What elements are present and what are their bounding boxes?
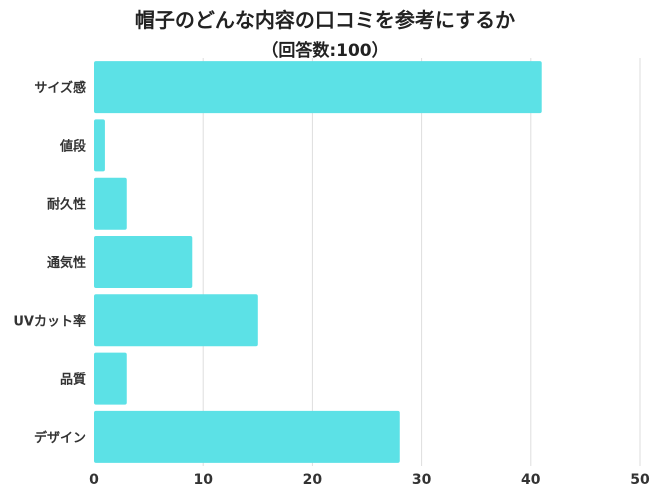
chart-title: 帽子のどんな内容の口コミを参考にするか — [135, 8, 515, 32]
category-label: 通気性 — [47, 255, 86, 271]
bar — [94, 177, 127, 230]
x-tick-label: 20 — [303, 472, 323, 488]
bar — [94, 352, 127, 405]
x-axis-ticks: 0 10 20 30 40 50 — [89, 472, 650, 488]
x-tick-label: 40 — [521, 472, 541, 488]
category-label: 値段 — [59, 138, 86, 154]
category-label: 耐久性 — [47, 197, 86, 213]
bar — [94, 294, 258, 347]
category-label: UVカット率 — [13, 313, 86, 329]
x-tick-label: 30 — [412, 472, 432, 488]
category-label: デザイン — [34, 430, 86, 446]
x-tick-label: 50 — [630, 472, 650, 488]
bar — [94, 119, 105, 172]
category-label: サイズ感 — [34, 80, 86, 96]
bar — [94, 236, 193, 288]
x-tick-label: 0 — [89, 472, 99, 488]
bar — [94, 410, 400, 463]
x-tick-label: 10 — [193, 472, 213, 488]
category-label: 品質 — [60, 372, 86, 388]
grid — [202, 58, 641, 466]
bars — [94, 61, 542, 463]
bar — [94, 61, 542, 114]
chart-subtitle: （回答数:100） — [261, 40, 388, 61]
